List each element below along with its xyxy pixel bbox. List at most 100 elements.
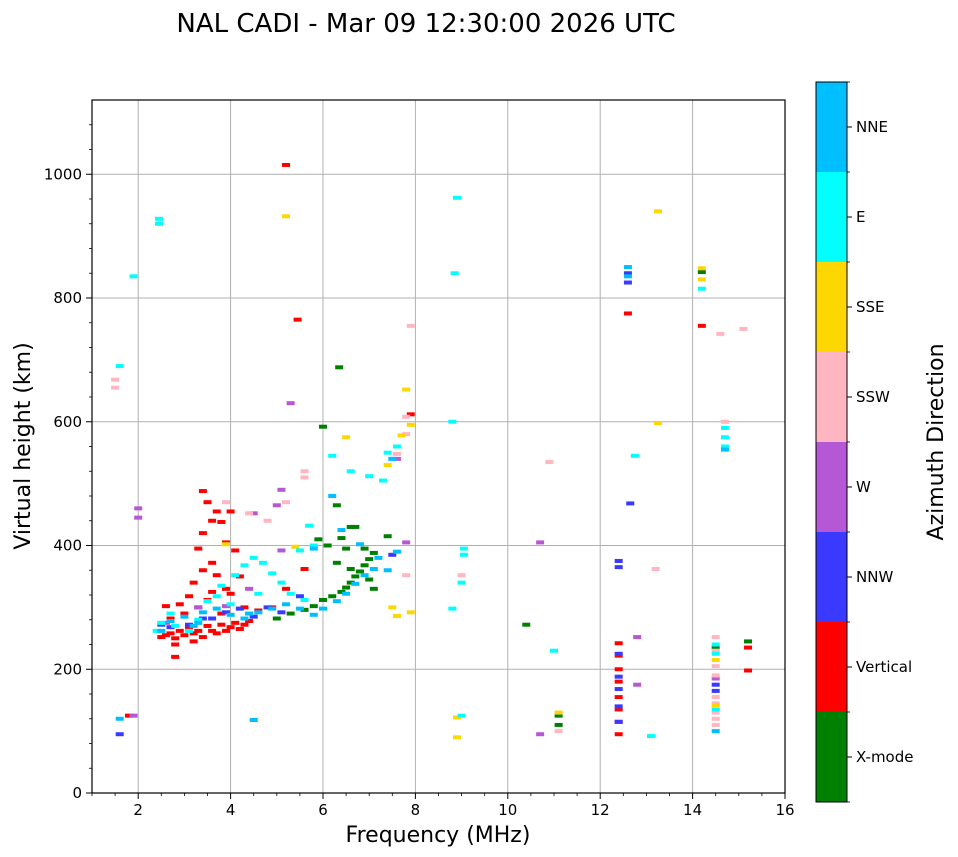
data-point-nnw: [249, 614, 258, 619]
data-point-x-mode: [360, 563, 369, 568]
data-point-sse: [406, 422, 415, 427]
data-point-vertical: [614, 732, 623, 737]
data-point-x-mode: [355, 569, 364, 574]
data-point-nne: [115, 716, 124, 721]
data-point-x-mode: [365, 557, 374, 562]
colorbar: X-mode Vertical NNW W SSW SSE E NNE: [815, 81, 913, 803]
data-point-vertical: [282, 162, 291, 167]
data-point-e: [450, 271, 459, 276]
data-point-nne: [355, 542, 364, 547]
data-point-x-mode: [332, 503, 341, 508]
data-point-vertical: [185, 625, 194, 630]
data-point-nnw: [614, 704, 623, 709]
data-point-vertical: [198, 635, 207, 640]
data-point-e: [711, 642, 720, 647]
data-point-vertical: [212, 509, 221, 514]
data-point-ssw: [402, 573, 411, 578]
data-point-nne: [157, 628, 166, 633]
data-point-nnw: [614, 719, 623, 724]
data-point-nnw: [614, 651, 623, 656]
data-point-nnw: [711, 688, 720, 693]
data-point-nnw: [263, 605, 272, 610]
data-point-ssw: [406, 323, 415, 328]
data-point-e: [166, 611, 175, 616]
data-point-nne: [383, 568, 392, 573]
data-point-x-mode: [342, 585, 351, 590]
data-point-x-mode: [346, 567, 355, 572]
data-point-e: [647, 734, 656, 739]
data-point-e: [697, 286, 706, 291]
data-point-e: [154, 221, 163, 226]
data-point-e: [300, 597, 309, 602]
data-point-vertical: [744, 645, 753, 650]
data-point-x-mode: [369, 586, 378, 591]
data-point-vertical: [235, 627, 244, 632]
data-point-nne: [319, 606, 327, 611]
data-point-vertical: [198, 531, 207, 536]
data-point-e: [212, 594, 221, 599]
data-point-x-mode: [323, 543, 332, 548]
data-point-vertical: [614, 667, 623, 672]
data-point-e: [346, 469, 355, 474]
data-point-nne: [332, 599, 341, 604]
data-point-nne: [342, 591, 351, 596]
x-tick-label: 2: [133, 801, 143, 819]
data-point-x-mode: [522, 622, 531, 627]
colorbar-label: W: [856, 478, 871, 496]
data-point-ssw: [720, 419, 729, 424]
data-point-ssw: [111, 385, 120, 390]
data-point-e: [157, 620, 166, 625]
data-point-e: [129, 274, 138, 279]
data-point-nnw: [166, 625, 175, 630]
data-point-nne: [240, 616, 249, 621]
data-point-vertical: [614, 641, 623, 646]
data-point-nne: [194, 620, 203, 625]
data-point-nne: [180, 614, 189, 619]
data-point-vertical: [231, 548, 240, 553]
data-point-ssw: [300, 475, 309, 480]
data-point-e: [295, 548, 304, 553]
data-point-nne: [351, 581, 360, 586]
data-point-nnw: [614, 674, 623, 679]
data-points: [111, 162, 753, 740]
data-point-w: [221, 604, 230, 609]
data-point-e: [459, 546, 468, 551]
data-point-sse: [554, 710, 563, 715]
data-point-e: [720, 435, 729, 440]
y-tick-label: 200: [53, 660, 82, 678]
data-point-vertical: [235, 574, 244, 579]
data-point-sse: [653, 209, 662, 214]
data-point-nne: [369, 567, 378, 572]
data-point-nne: [623, 274, 632, 279]
colorbar-swatch: [816, 82, 847, 172]
x-ticks: 2 4 6 8 10 12 14 16: [91, 793, 795, 819]
data-point-e: [286, 591, 295, 596]
data-point-e: [457, 580, 466, 585]
data-point-nnw: [295, 594, 304, 599]
y-tick-label: 800: [53, 289, 82, 307]
x-tick-label: 8: [411, 801, 421, 819]
data-point-e: [254, 591, 263, 596]
data-point-e: [249, 555, 258, 560]
data-point-w: [277, 548, 286, 553]
data-point-nnw: [221, 610, 230, 615]
data-point-x-mode: [309, 604, 318, 609]
colorbar-swatch: [816, 262, 847, 352]
data-point-nne: [189, 623, 198, 628]
data-point-x-mode: [383, 534, 392, 539]
data-point-vertical: [189, 639, 198, 644]
data-point-nnw: [198, 616, 207, 621]
data-point-sse: [452, 715, 461, 720]
data-point-vertical: [744, 668, 753, 673]
x-tick-label: 10: [498, 801, 517, 819]
data-point-vertical: [208, 518, 217, 523]
data-point-vertical: [226, 625, 235, 630]
colorbar-title: Azimuth Direction: [924, 343, 949, 540]
colorbar-label: X-mode: [856, 748, 913, 766]
data-point-e: [203, 599, 212, 604]
data-point-vertical: [194, 628, 203, 633]
data-point-vertical: [226, 509, 235, 514]
data-point-ssw: [263, 518, 272, 523]
data-point-nne: [249, 717, 258, 722]
data-point-vertical: [157, 635, 166, 640]
